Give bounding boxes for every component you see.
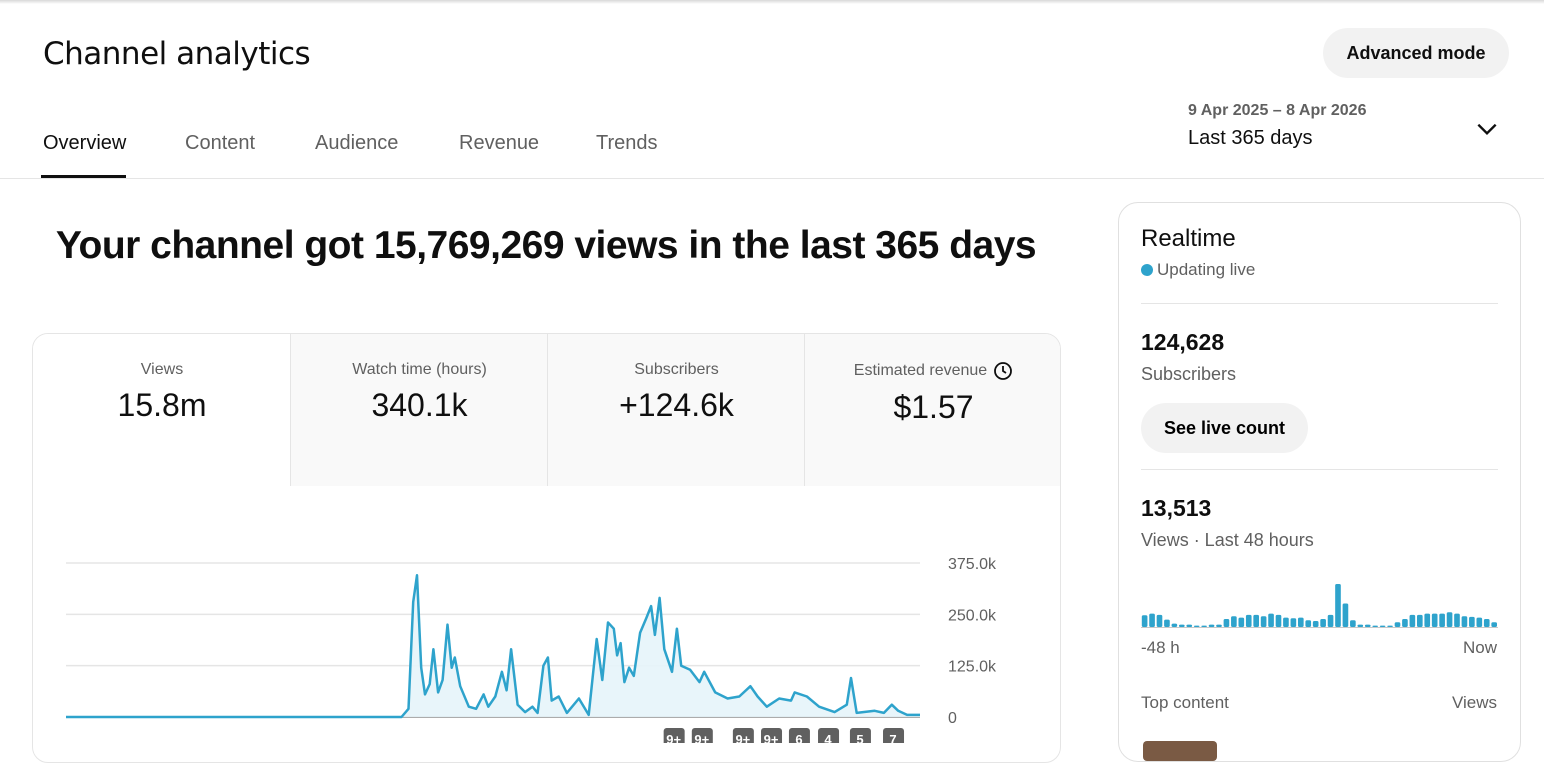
live-status: Updating live (1141, 260, 1255, 280)
divider (1141, 303, 1498, 304)
date-range-text: 9 Apr 2025 – 8 Apr 2026 (1188, 102, 1367, 119)
realtime-bar (1283, 617, 1289, 627)
tab-revenue[interactable]: Revenue (459, 132, 540, 154)
live-status-text: Updating live (1157, 260, 1256, 279)
subscriber-label: Subscribers (1141, 364, 1237, 384)
realtime-bar (1372, 625, 1378, 627)
realtime-bar (1193, 625, 1200, 627)
live-dot-icon (1141, 264, 1153, 276)
metric-label: Watch time (hours) (352, 361, 487, 378)
chevron-down-icon[interactable] (1474, 116, 1500, 142)
realtime-bar (1387, 625, 1393, 627)
see-live-count-button[interactable]: See live count (1141, 403, 1308, 453)
tab-audience[interactable]: Audience (315, 132, 399, 154)
header-divider (0, 178, 1544, 179)
headline: Your channel got 15,769,269 views in the… (55, 224, 1037, 267)
metric-label: Views (140, 361, 184, 378)
metrics-card: Views 15.8m Watch time (hours) 340.1k Su… (32, 333, 1061, 763)
top-content-label: Top content (1141, 693, 1229, 712)
realtime-bar (1394, 622, 1401, 627)
realtime-bar (1364, 624, 1371, 627)
realtime-views-count: 13,513 (1141, 495, 1212, 521)
realtime-bar (1268, 613, 1274, 627)
realtime-bar (1238, 617, 1245, 627)
realtime-bar (1379, 625, 1386, 627)
realtime-bar (1223, 618, 1230, 627)
realtime-bar (1409, 614, 1416, 627)
realtime-bar (1208, 624, 1215, 627)
realtime-bar (1439, 613, 1445, 627)
metric-tile-subscribers[interactable]: Subscribers +124.6k (547, 334, 805, 486)
realtime-bar (1431, 613, 1438, 627)
metric-value: 15.8m (117, 387, 207, 423)
advanced-mode-button[interactable]: Advanced mode (1323, 28, 1509, 78)
metric-tile-views[interactable]: Views 15.8m (33, 334, 291, 486)
realtime-bar (1454, 613, 1460, 627)
top-shadow (0, 0, 1544, 4)
realtime-bar (1446, 612, 1453, 627)
realtime-bar (1327, 614, 1334, 627)
realtime-bar (1335, 584, 1341, 627)
metric-tile-revenue[interactable]: Estimated revenue $1.57 (804, 334, 1060, 486)
subscriber-count: 124,628 (1141, 329, 1225, 355)
realtime-bar (1350, 620, 1356, 627)
tab-trends[interactable]: Trends (596, 132, 658, 154)
realtime-bar (1402, 618, 1408, 627)
realtime-bar (1476, 617, 1483, 627)
realtime-bar (1164, 619, 1170, 627)
realtime-bar (1245, 614, 1252, 627)
realtime-bar (1483, 618, 1490, 627)
realtime-bar (1491, 622, 1497, 627)
realtime-bar (1260, 616, 1267, 627)
realtime-bar (1290, 618, 1297, 627)
realtime-bar (1297, 617, 1304, 627)
realtime-bar (1178, 624, 1185, 627)
active-tab-indicator (41, 175, 126, 178)
metric-tile-watch-time[interactable]: Watch time (hours) 340.1k (290, 334, 548, 486)
realtime-bar (1461, 616, 1468, 627)
realtime-bar (1320, 618, 1326, 627)
realtime-card: Realtime Updating live 124,628 Subscribe… (1118, 202, 1521, 762)
realtime-title: Realtime (1141, 225, 1236, 252)
top-content-thumbnail[interactable] (1143, 741, 1217, 761)
realtime-bar (1156, 614, 1163, 627)
clock-icon (994, 362, 1013, 380)
axis-end-label: Now (1462, 638, 1497, 657)
page-title: Channel analytics (43, 36, 311, 72)
realtime-bar (1141, 615, 1148, 627)
realtime-bar (1171, 623, 1178, 627)
realtime-bar (1253, 614, 1259, 627)
realtime-bar (1186, 624, 1193, 627)
axis-start-label: -48 h (1141, 638, 1180, 657)
realtime-bar (1231, 616, 1237, 627)
metric-label: Subscribers (634, 361, 719, 378)
realtime-bar (1275, 614, 1282, 627)
tab-content[interactable]: Content (185, 132, 256, 154)
top-content-metric: Views (1451, 693, 1497, 712)
metric-value: 340.1k (371, 387, 468, 423)
realtime-bar (1149, 613, 1155, 627)
realtime-bar (1216, 624, 1222, 627)
realtime-bar (1416, 614, 1423, 627)
tab-overview[interactable]: Overview (43, 132, 127, 154)
realtime-bar (1357, 624, 1364, 627)
realtime-bar (1312, 620, 1319, 627)
date-range-label: Last 365 days (1188, 127, 1313, 149)
realtime-bar-chart (1141, 584, 1498, 628)
realtime-bar (1201, 625, 1207, 627)
realtime-bar (1469, 616, 1475, 627)
divider (1141, 469, 1498, 470)
metric-value: +124.6k (619, 387, 734, 423)
realtime-bar (1305, 620, 1312, 627)
realtime-bar (1342, 603, 1349, 627)
realtime-bar (1424, 613, 1431, 627)
metric-label: Estimated revenue (853, 362, 988, 379)
metric-value: $1.57 (893, 389, 974, 425)
realtime-views-label: Views · Last 48 hours (1141, 530, 1314, 550)
